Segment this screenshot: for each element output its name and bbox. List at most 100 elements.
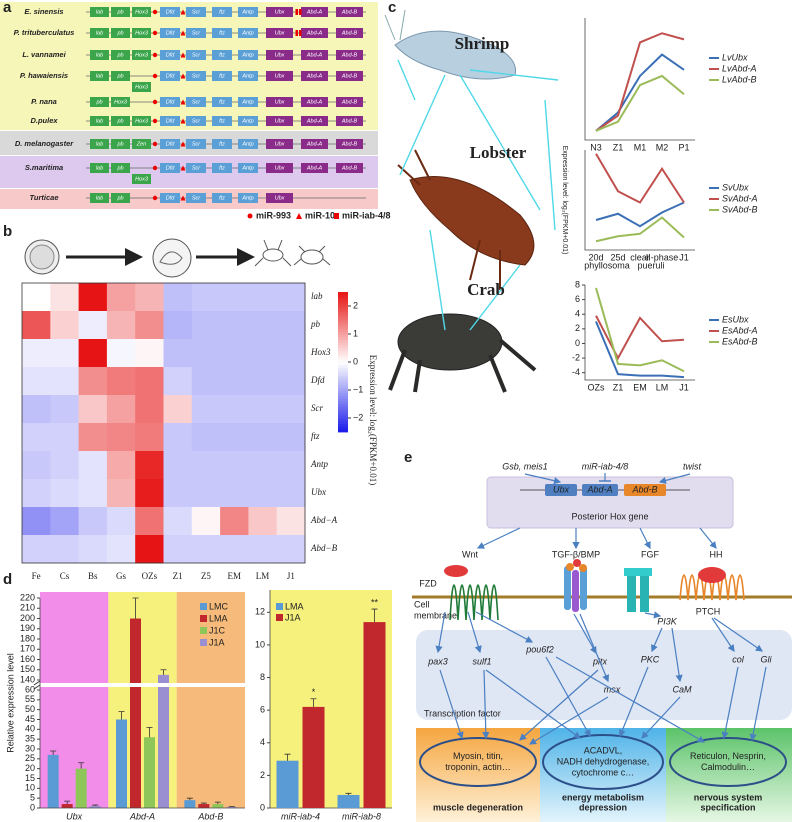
- outcome: depression: [579, 802, 627, 812]
- gene-box: [186, 50, 206, 60]
- heatmap-cell: [135, 423, 164, 452]
- heatmap-cell: [191, 479, 221, 508]
- species-name: Turticae: [29, 193, 58, 202]
- bar: [302, 706, 325, 808]
- arrow: [476, 527, 521, 549]
- colorbar-step: [338, 378, 348, 382]
- legend-label: EsUbx: [722, 314, 749, 324]
- row-bg: [0, 2, 378, 130]
- colorbar-step: [338, 398, 348, 402]
- y-axis-label: Relative expression level: [5, 653, 15, 753]
- legend-label: SvUbx: [722, 182, 749, 192]
- heatmap-cell: [248, 395, 278, 424]
- heatmap-cell: [220, 479, 249, 508]
- gene-label: Antp: [241, 99, 253, 105]
- error-bar: [160, 669, 167, 675]
- gene-box: [90, 28, 109, 38]
- colorbar-step: [338, 384, 348, 388]
- panel-label: d: [3, 571, 12, 588]
- target-genes: Reticulon, Nesprin,: [690, 751, 766, 761]
- heatmap-cell: [191, 339, 221, 368]
- y-tick-label: 15: [25, 773, 35, 783]
- y-tick-label: 50: [25, 704, 35, 714]
- legend-label: J1C: [209, 625, 226, 635]
- heatmap-cell: [106, 395, 136, 424]
- panel-label: c: [388, 0, 396, 16]
- axis-break-mark: [33, 680, 41, 690]
- gene-box: [266, 193, 293, 203]
- mir-iab-site: [295, 30, 298, 36]
- hox-gene: Ubx: [553, 484, 570, 494]
- species-name: P. nana: [31, 97, 57, 106]
- arrow: [644, 611, 662, 619]
- x-tick-label: N3: [590, 142, 602, 152]
- gene-box: [132, 7, 151, 17]
- heatmap-cell: [22, 535, 51, 564]
- heatmap-cell: [78, 423, 108, 452]
- legend-label: SvAbd-A: [722, 193, 758, 203]
- heatmap-cell: [50, 479, 79, 508]
- x-tick-label: Z1: [613, 142, 624, 152]
- mir-10-site: [180, 195, 186, 201]
- heatmap-cell: [22, 451, 51, 480]
- target-genes: NADH dehydrogenase,: [557, 756, 650, 766]
- heatmap-cell: [135, 339, 164, 368]
- gene-box: [266, 28, 293, 38]
- gene-box: [111, 97, 130, 107]
- gene-box: [301, 28, 328, 38]
- heatmap-cell: [22, 507, 51, 536]
- column-label: OZs: [142, 571, 158, 581]
- colorbar-step: [338, 367, 348, 371]
- mir-993-site: [152, 52, 158, 58]
- factor-label: Transcription factor: [424, 708, 501, 718]
- gene-box: [238, 193, 258, 203]
- legend-label: LMA: [285, 601, 304, 611]
- gene-box: [160, 116, 180, 126]
- gene-label: Abd-B: [341, 9, 358, 15]
- colorbar-step: [338, 412, 348, 416]
- heatmap-cell: [106, 479, 136, 508]
- transcription-factor: PKC: [641, 654, 660, 664]
- y-tick-label: 0: [260, 802, 265, 812]
- heatmap-cell: [78, 507, 108, 536]
- heatmap-cell: [22, 395, 51, 424]
- arrow: [641, 696, 681, 739]
- column-label: LM: [256, 571, 270, 581]
- gene-label: Antp: [241, 141, 253, 147]
- gene-label: lab: [96, 9, 103, 15]
- x-tick-label: M2: [656, 142, 669, 152]
- gene-box: [111, 116, 130, 126]
- heatmap-cell: [220, 283, 249, 312]
- heatmap-cell: [163, 395, 193, 424]
- arrow: [671, 627, 683, 683]
- heatmap-cell: [50, 283, 79, 312]
- heatmap-cell: [191, 535, 221, 564]
- arrow: [475, 611, 534, 643]
- pathway: TGF-β/BMP: [552, 549, 600, 559]
- gene-label: ftz: [219, 165, 225, 171]
- kinase: PI3K: [657, 616, 678, 626]
- mir-10-site: [180, 73, 186, 79]
- gene-box: [90, 7, 109, 17]
- gene-label: Abd-A: [306, 165, 323, 171]
- x-tick-label: II-phase: [646, 252, 679, 262]
- y-tick-label: 210: [20, 603, 35, 613]
- colorbar-step: [338, 353, 348, 357]
- mir-993-site: [152, 30, 158, 36]
- gene-box: [212, 193, 232, 203]
- colorbar-step: [338, 297, 348, 301]
- series-line: [595, 201, 685, 228]
- error-bar: [132, 597, 139, 619]
- gene-box: [238, 28, 258, 38]
- arrow: [524, 473, 562, 485]
- colorbar-step: [338, 418, 348, 422]
- error-bar: [345, 792, 352, 795]
- gene-label: Abd-A: [306, 30, 323, 36]
- axis-break: [34, 683, 247, 687]
- gene-label: Scr: [192, 195, 201, 201]
- gene-label: ftz: [219, 9, 225, 15]
- gene-label: Hox3: [135, 84, 149, 90]
- heatmap-cell: [276, 535, 306, 564]
- gene-box: [186, 139, 206, 149]
